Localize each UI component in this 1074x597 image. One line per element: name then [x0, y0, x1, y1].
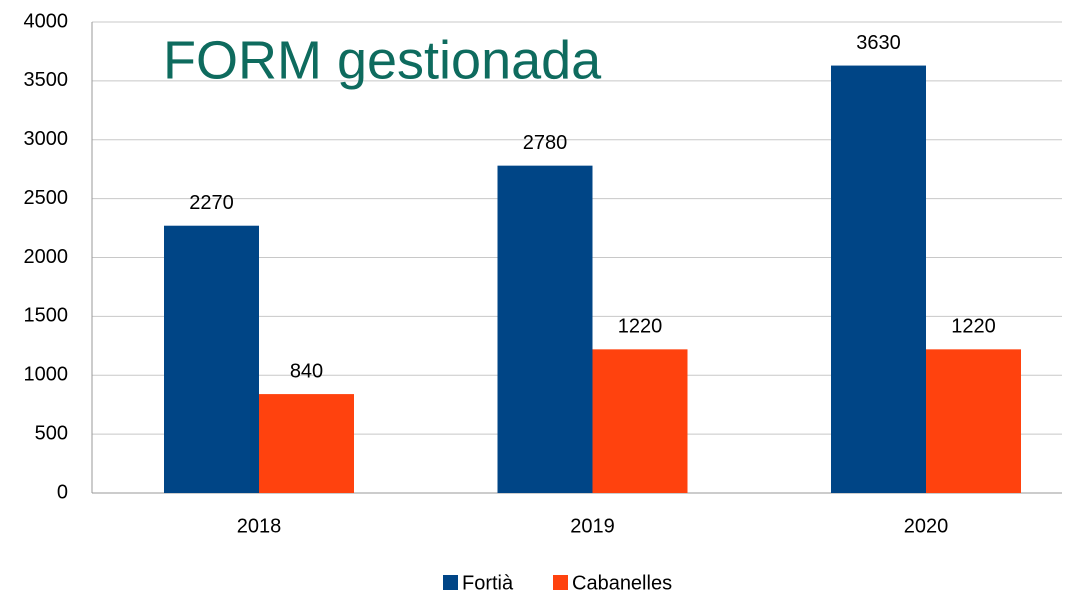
data-label: 2270 [189, 192, 234, 214]
y-tick-label: 500 [35, 422, 68, 444]
y-tick-label: 4000 [24, 10, 69, 32]
y-tick-label: 1000 [24, 364, 69, 386]
bar [926, 349, 1021, 493]
y-tick-label: 0 [57, 481, 68, 503]
x-tick-label: 2020 [904, 515, 949, 537]
bar [259, 394, 354, 493]
bar [497, 165, 593, 493]
legend-swatch [443, 575, 458, 590]
y-tick-label: 2500 [24, 187, 69, 209]
bar [592, 349, 688, 493]
y-tick-label: 3500 [24, 69, 69, 91]
data-label: 1220 [618, 316, 663, 338]
bar [831, 65, 926, 493]
data-label: 840 [290, 360, 323, 382]
data-label: 1220 [951, 316, 996, 338]
legend-label: Fortià [462, 572, 514, 594]
data-label: 3630 [856, 32, 901, 54]
chart-title: FORM gestionada [163, 30, 602, 90]
y-tick-label: 1500 [24, 305, 69, 327]
legend-label: Cabanelles [572, 572, 672, 594]
legend-swatch [553, 575, 568, 590]
y-tick-label: 3000 [24, 128, 69, 150]
x-tick-label: 2019 [570, 515, 615, 537]
x-tick-label: 2018 [237, 515, 282, 537]
data-label: 2780 [523, 132, 568, 154]
y-tick-label: 2000 [24, 246, 69, 268]
bar [164, 225, 259, 493]
